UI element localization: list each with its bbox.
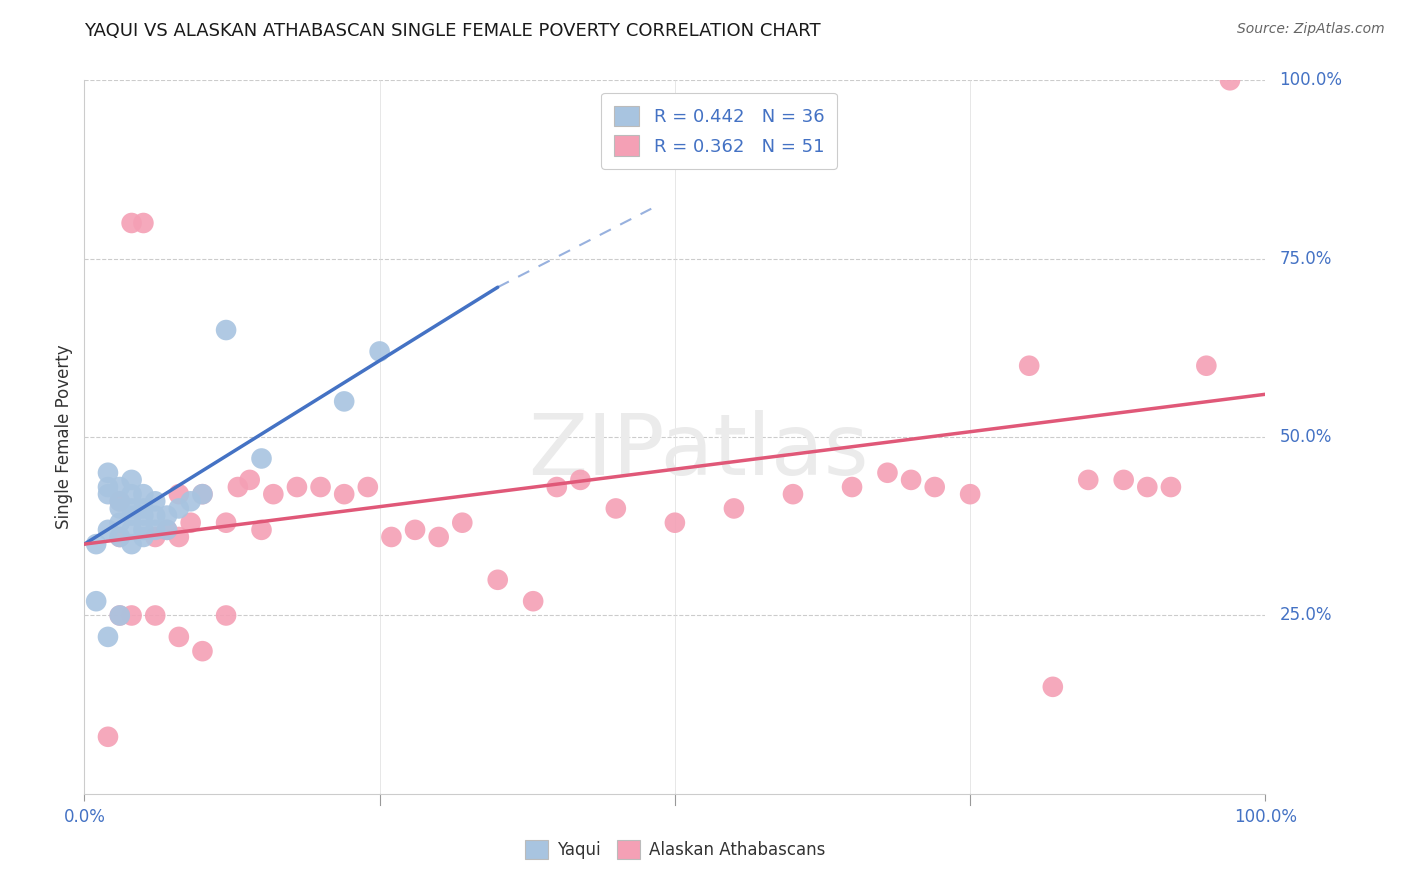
Point	[108, 608, 131, 623]
Point	[404, 523, 426, 537]
Point	[1077, 473, 1099, 487]
Point	[167, 530, 190, 544]
Y-axis label: Single Female Poverty: Single Female Poverty	[55, 345, 73, 529]
Point	[486, 573, 509, 587]
Point	[333, 487, 356, 501]
Point	[250, 451, 273, 466]
Point	[309, 480, 332, 494]
Point	[1136, 480, 1159, 494]
Point	[380, 530, 402, 544]
Point	[1219, 73, 1241, 87]
Point	[84, 537, 107, 551]
Point	[97, 730, 120, 744]
Point	[121, 608, 143, 623]
Point	[156, 508, 179, 523]
Point	[191, 644, 214, 658]
Point	[121, 508, 143, 523]
Point	[782, 487, 804, 501]
Point	[191, 487, 214, 501]
Point	[108, 608, 131, 623]
Point	[108, 494, 131, 508]
Point	[108, 501, 131, 516]
Point	[239, 473, 262, 487]
Point	[132, 487, 155, 501]
Text: ZIPatlas: ZIPatlas	[529, 409, 869, 493]
Point	[841, 480, 863, 494]
Point	[1195, 359, 1218, 373]
Point	[143, 608, 166, 623]
Point	[226, 480, 249, 494]
Point	[132, 530, 155, 544]
Point	[167, 501, 190, 516]
Text: Source: ZipAtlas.com: Source: ZipAtlas.com	[1237, 22, 1385, 37]
Point	[143, 523, 166, 537]
Text: 50.0%: 50.0%	[1279, 428, 1331, 446]
Point	[1112, 473, 1135, 487]
Point	[132, 523, 155, 537]
Point	[121, 537, 143, 551]
Text: 100.0%: 100.0%	[1279, 71, 1343, 89]
Point	[285, 480, 308, 494]
Point	[250, 523, 273, 537]
Point	[427, 530, 450, 544]
Point	[132, 501, 155, 516]
Point	[522, 594, 544, 608]
Point	[167, 487, 190, 501]
Point	[121, 216, 143, 230]
Point	[959, 487, 981, 501]
Point	[605, 501, 627, 516]
Point	[108, 530, 131, 544]
Point	[84, 594, 107, 608]
Point	[1018, 359, 1040, 373]
Point	[108, 494, 131, 508]
Point	[900, 473, 922, 487]
Point	[167, 630, 190, 644]
Point	[357, 480, 380, 494]
Point	[143, 494, 166, 508]
Point	[569, 473, 592, 487]
Text: YAQUI VS ALASKAN ATHABASCAN SINGLE FEMALE POVERTY CORRELATION CHART: YAQUI VS ALASKAN ATHABASCAN SINGLE FEMAL…	[84, 22, 821, 40]
Point	[368, 344, 391, 359]
Point	[156, 523, 179, 537]
Point	[1160, 480, 1182, 494]
Point	[215, 608, 238, 623]
Text: 25.0%: 25.0%	[1279, 607, 1331, 624]
Point	[143, 530, 166, 544]
Legend: Yaqui, Alaskan Athabascans: Yaqui, Alaskan Athabascans	[516, 831, 834, 868]
Point	[108, 516, 131, 530]
Point	[121, 487, 143, 501]
Point	[156, 523, 179, 537]
Point	[1042, 680, 1064, 694]
Point	[121, 523, 143, 537]
Point	[723, 501, 745, 516]
Point	[451, 516, 474, 530]
Point	[215, 323, 238, 337]
Point	[876, 466, 898, 480]
Point	[546, 480, 568, 494]
Text: 75.0%: 75.0%	[1279, 250, 1331, 268]
Point	[108, 530, 131, 544]
Point	[97, 480, 120, 494]
Point	[143, 508, 166, 523]
Point	[97, 487, 120, 501]
Point	[664, 516, 686, 530]
Point	[121, 473, 143, 487]
Point	[180, 516, 202, 530]
Point	[924, 480, 946, 494]
Point	[333, 394, 356, 409]
Point	[97, 523, 120, 537]
Point	[191, 487, 214, 501]
Point	[180, 494, 202, 508]
Point	[121, 501, 143, 516]
Point	[97, 630, 120, 644]
Point	[215, 516, 238, 530]
Point	[262, 487, 284, 501]
Point	[108, 480, 131, 494]
Point	[132, 508, 155, 523]
Point	[97, 466, 120, 480]
Point	[132, 216, 155, 230]
